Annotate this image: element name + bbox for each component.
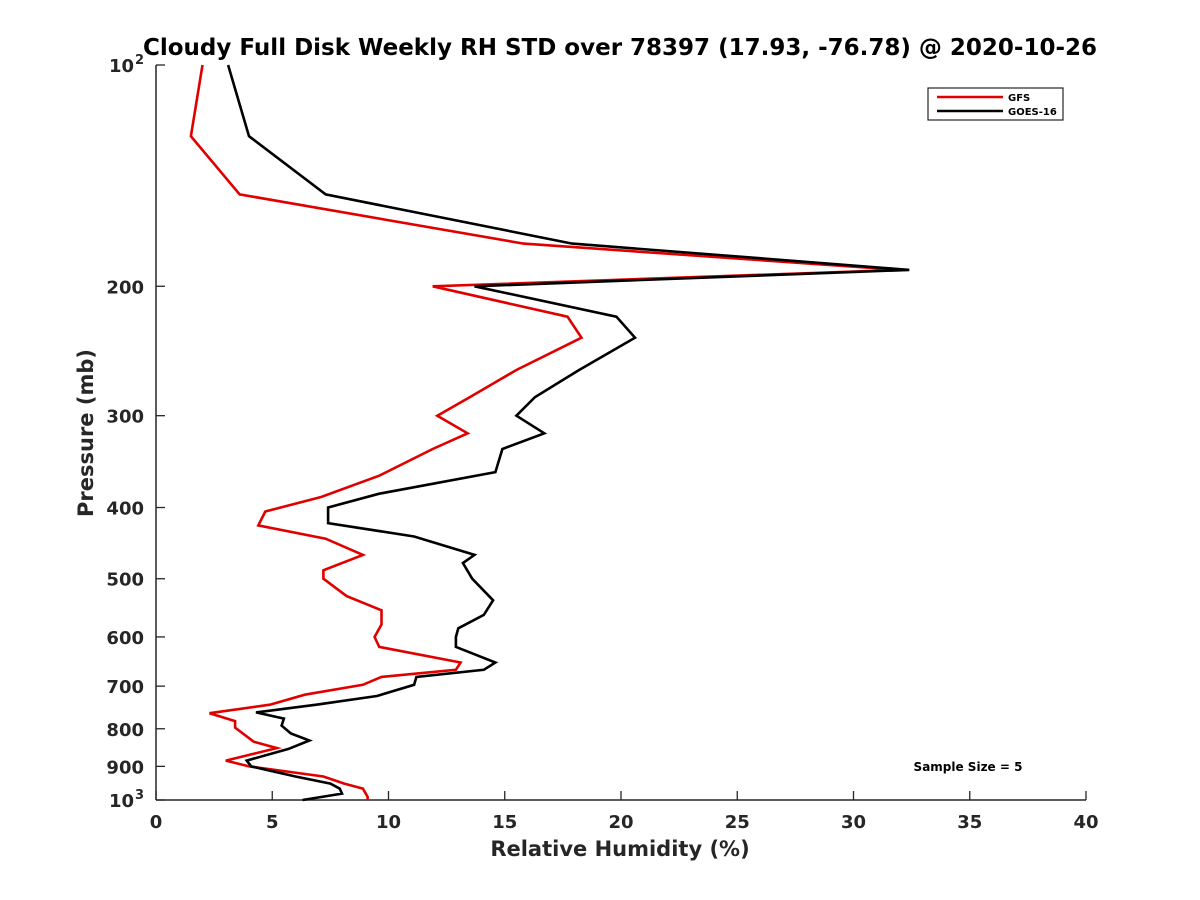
x-tick-label: 35 [957,812,982,833]
sample-size-annotation: Sample Size = 5 [914,760,1023,774]
legend: GFS GOES-16 [927,87,1064,121]
series-lines [189,64,910,802]
x-tick-label: 25 [725,812,750,833]
x-tick-label: 10 [376,812,401,833]
legend-entry: GFS [1008,93,1030,104]
x-tick-label: 0 [150,812,163,833]
y-tick-label: 200 [106,277,144,298]
chart-title: Cloudy Full Disk Weekly RH STD over 7839… [143,35,1097,61]
x-tick-label: 20 [608,812,633,833]
y-tick-label: 800 [106,720,144,741]
legend-box [927,87,1064,121]
y-tick-label: 600 [106,628,144,649]
y-tick-label: 300 [106,407,144,428]
series-line-goes-16 [226,64,910,802]
y-tick-label: 700 [106,677,144,698]
series-line-gfs [189,64,901,800]
plot-background [156,65,1086,800]
x-tick-label: 15 [492,812,517,833]
x-axis-label: Relative Humidity (%) [490,837,749,861]
y-tick-label: 400 [106,499,144,520]
y-tick-label: 10 [109,56,134,77]
x-tick-label: 5 [266,812,279,833]
x-tick-label: 30 [841,812,866,833]
x-ticks: 0 5 10 15 20 25 30 35 40 [150,791,1099,833]
y-axis-label: Pressure (mb) [74,349,98,517]
y-tick-label: 500 [106,570,144,591]
legend-entry: GOES-16 [1008,107,1057,118]
x-tick-label: 40 [1073,812,1098,833]
y-tick-label: 900 [106,757,144,778]
y-tick-label: 10 [109,791,134,812]
y-tick-exponent: 3 [135,788,144,803]
y-tick-exponent: 2 [135,53,144,68]
plot-area: 0 5 10 15 20 25 30 35 40 10 220030040050060070080… [106,53,1098,833]
